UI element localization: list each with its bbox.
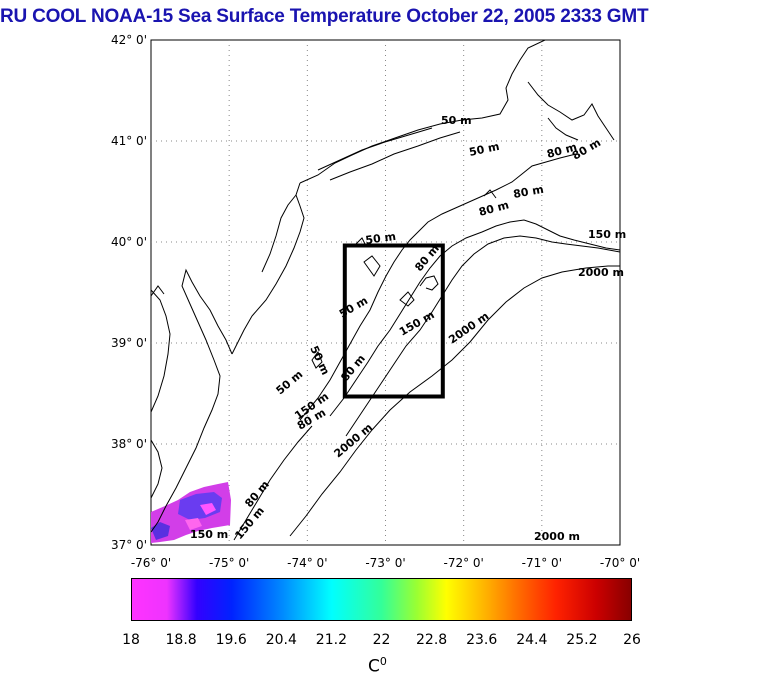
colorbar-tick-label: 20.4 bbox=[265, 632, 297, 648]
longitude-label: -73° 0' bbox=[365, 556, 405, 570]
latitude-label: 42° 0' bbox=[111, 33, 147, 47]
contour-label: 50 m bbox=[365, 230, 397, 247]
latitude-label: 40° 0' bbox=[111, 235, 147, 249]
colorbar-tick-label: 19.6 bbox=[215, 632, 247, 648]
colorbar-tick-label: 26 bbox=[623, 632, 641, 648]
longitude-label: -76° 0' bbox=[131, 556, 171, 570]
colorbar-tick-label: 18.8 bbox=[165, 632, 197, 648]
colorbar-unit-label: C bbox=[368, 656, 380, 677]
latitude-label: 38° 0' bbox=[111, 437, 147, 451]
longitude-labels: -76° 0' -75° 0' -74° 0' -73° 0' -72° 0' -71° … bbox=[131, 556, 640, 570]
map-title: RU COOL NOAA-15 Sea Surface Temperature … bbox=[0, 6, 649, 27]
colorbar-unit: C0 bbox=[368, 655, 387, 677]
latitude-label: 39° 0' bbox=[111, 336, 147, 350]
colorbar-tick-label: 22 bbox=[372, 632, 391, 648]
sst-patch bbox=[151, 482, 231, 543]
colorbar-tick-label: 24.4 bbox=[516, 632, 548, 648]
longitude-label: -71° 0' bbox=[522, 556, 562, 570]
bathymetry-contours bbox=[233, 153, 620, 541]
map-content bbox=[151, 40, 620, 543]
latitude-label: 41° 0' bbox=[111, 134, 147, 148]
colorbar-tick-label: 21.2 bbox=[315, 632, 347, 648]
contour-label: 2000 m bbox=[534, 530, 580, 543]
colorbar-tick-label: 25.2 bbox=[566, 632, 598, 648]
colorbar-unit-sup: 0 bbox=[379, 655, 387, 668]
colorbar-tick-label: 23.6 bbox=[466, 632, 498, 648]
coastline bbox=[151, 40, 615, 533]
latitude-labels: 42° 0' 41° 0' 40° 0' 39° 0' 38° 0' 37° 0' bbox=[111, 33, 147, 552]
colorbar bbox=[131, 578, 632, 621]
longitude-label: -75° 0' bbox=[209, 556, 249, 570]
study-area-box bbox=[342, 243, 445, 399]
contour-label: 80 m bbox=[512, 183, 544, 201]
contour-label: 2000 m bbox=[578, 266, 624, 279]
colorbar-tick-label: 22.8 bbox=[416, 632, 448, 648]
colorbar-tick-label: 18 bbox=[122, 632, 140, 648]
contour-label: 50 m bbox=[468, 140, 501, 159]
graticule bbox=[151, 40, 620, 545]
longitude-label: -70° 0' bbox=[600, 556, 640, 570]
latitude-label: 37° 0' bbox=[111, 538, 147, 552]
contour-label: 50 m bbox=[441, 114, 472, 127]
longitude-label: -74° 0' bbox=[287, 556, 327, 570]
contour-label: 150 m bbox=[588, 228, 626, 241]
contour-label: 150 m bbox=[190, 528, 228, 541]
longitude-label: -72° 0' bbox=[443, 556, 483, 570]
